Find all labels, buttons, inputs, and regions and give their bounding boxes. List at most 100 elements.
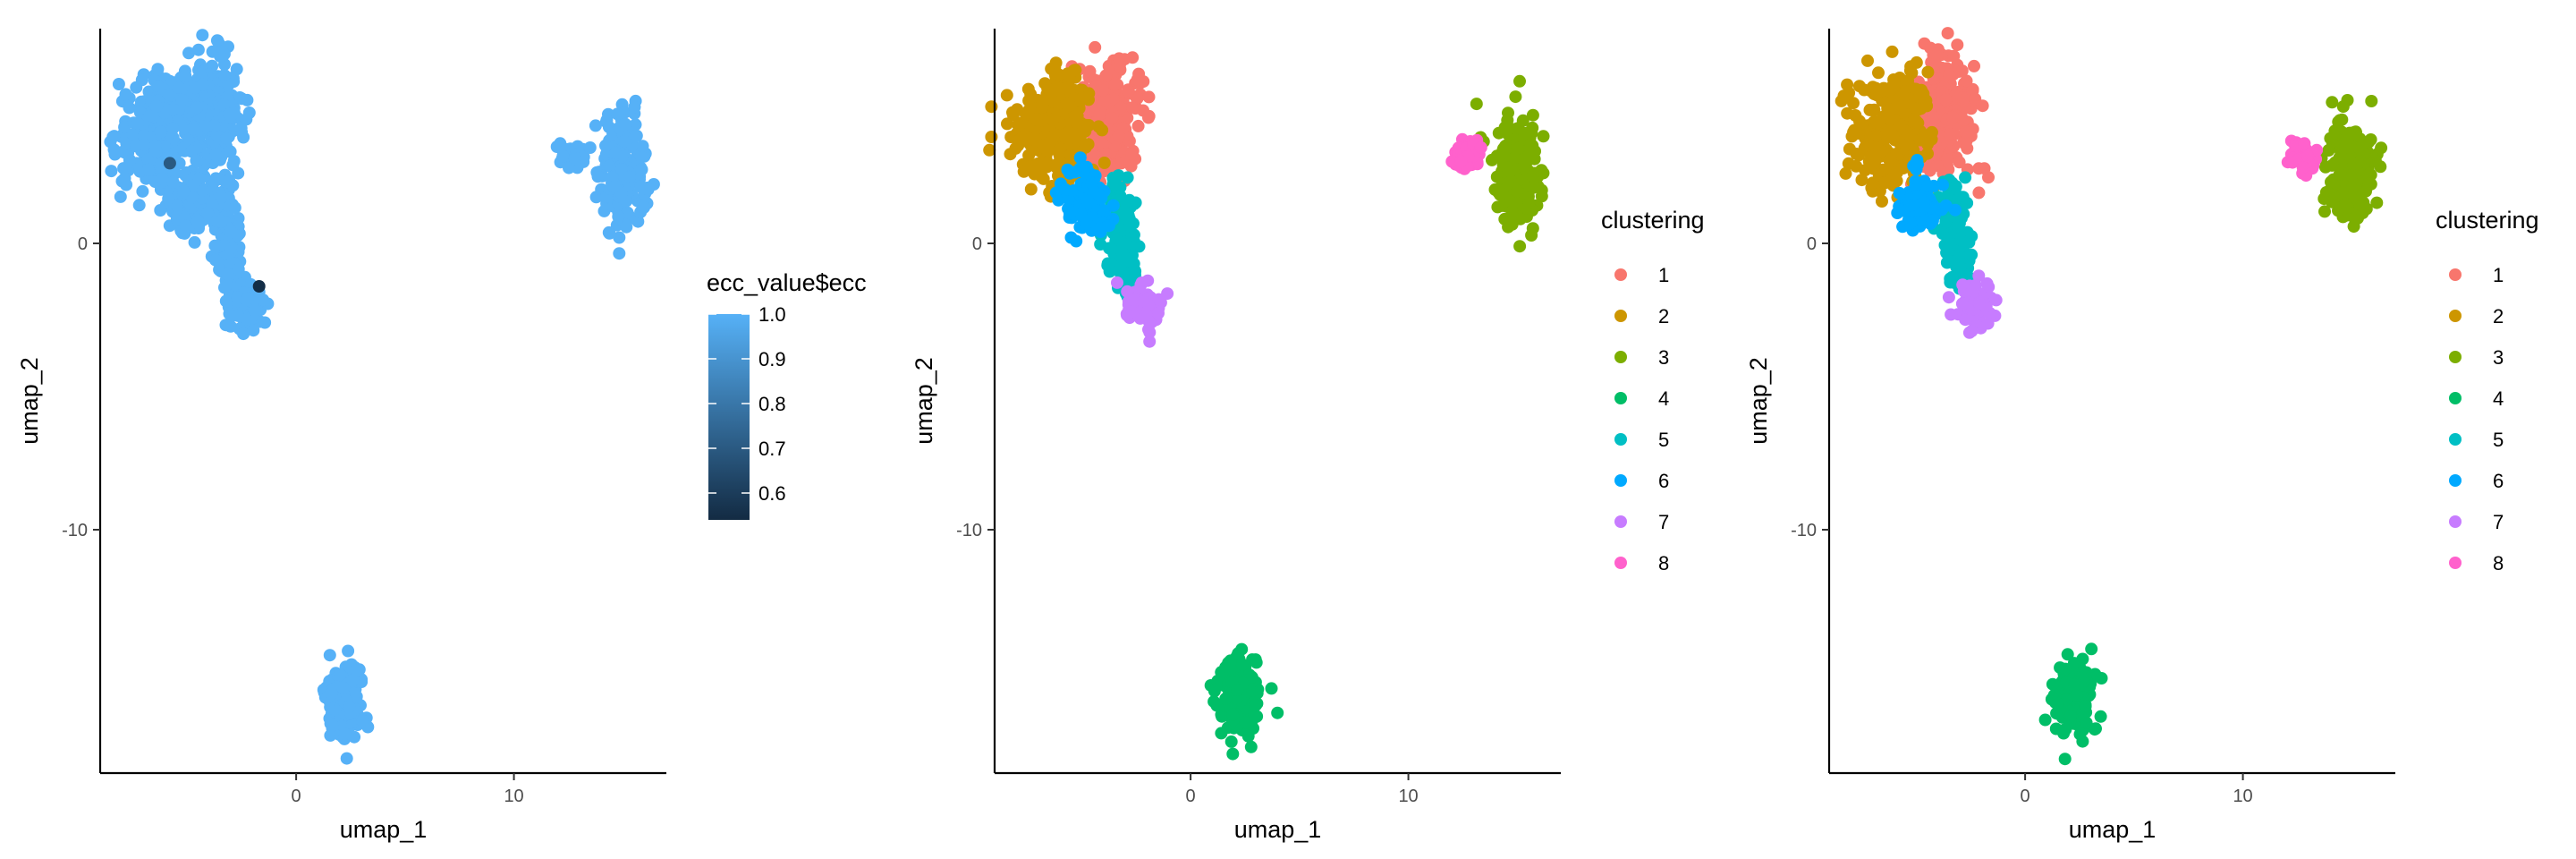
legend-label-1: 1 xyxy=(2493,264,2504,286)
point xyxy=(191,101,204,115)
point xyxy=(635,163,648,176)
point xyxy=(175,93,189,106)
point-cluster-2 xyxy=(1039,143,1053,157)
point xyxy=(248,303,261,317)
legend: clustering 1 2 3 4 5 6 7 8 xyxy=(2436,207,2539,574)
panel-2: 0 10 0 -10 umap_1 umap_2 clustering 1 2 3 4 5 6 7 8 xyxy=(911,29,1705,843)
point-cluster-3 xyxy=(1496,186,1510,200)
point-cluster-4 xyxy=(1226,708,1240,721)
point-highlight xyxy=(163,157,176,170)
point-cluster-3 xyxy=(1503,122,1516,135)
x-tick-label: 10 xyxy=(504,787,523,806)
point xyxy=(635,149,648,163)
point-highlight xyxy=(252,280,266,293)
point-cluster-1 xyxy=(1112,129,1125,142)
legend-key-4 xyxy=(2449,392,2462,404)
point-cloud xyxy=(983,40,1550,761)
point-cluster-7 xyxy=(1972,296,1986,310)
point xyxy=(613,247,626,260)
point-cluster-3 xyxy=(2360,184,2372,198)
point-cluster-4 xyxy=(1245,670,1258,684)
point-cluster-3 xyxy=(1525,229,1538,242)
legend-key-5 xyxy=(2449,433,2462,446)
point-cluster-2 xyxy=(1060,81,1073,95)
point-cluster-7 xyxy=(1143,326,1157,339)
point xyxy=(623,170,637,183)
point-cluster-3 xyxy=(2353,155,2367,168)
point-cluster-7 xyxy=(1972,269,1986,283)
point xyxy=(148,139,162,152)
point xyxy=(112,78,125,90)
point-cluster-2 xyxy=(1839,166,1852,180)
point-cluster-3 xyxy=(2375,141,2388,155)
point-cluster-1 xyxy=(1968,59,1980,72)
point xyxy=(228,201,242,215)
legend-label-7: 7 xyxy=(1658,511,1669,533)
point-cluster-1 xyxy=(1097,83,1110,97)
x-tick-label: 10 xyxy=(1398,787,1418,806)
point xyxy=(130,81,143,94)
point-cluster-5 xyxy=(1949,180,1962,193)
point-cluster-2 xyxy=(1852,126,1866,140)
legend-key-7 xyxy=(2449,515,2462,528)
point xyxy=(156,172,169,185)
point xyxy=(171,199,183,212)
point xyxy=(348,730,361,744)
point xyxy=(118,121,131,134)
point xyxy=(599,139,612,152)
point-cluster-4 xyxy=(2070,688,2083,702)
point xyxy=(602,107,614,121)
point-cluster-2 xyxy=(1014,116,1028,130)
point xyxy=(105,165,118,178)
point xyxy=(220,132,233,145)
point-cluster-4 xyxy=(2095,672,2108,685)
point-cluster-3 xyxy=(2326,158,2339,172)
point-cluster-7 xyxy=(1142,298,1156,311)
legend-key-3 xyxy=(1614,351,1627,363)
point xyxy=(201,206,215,219)
point xyxy=(637,200,650,214)
point-cluster-2 xyxy=(1866,104,1879,117)
point-cluster-4 xyxy=(1208,695,1221,709)
x-tick-label: 0 xyxy=(1186,787,1196,806)
point xyxy=(615,163,628,176)
point-cluster-1 xyxy=(1113,59,1126,72)
point-cluster-4 xyxy=(2067,657,2080,670)
legend-key-6 xyxy=(1614,474,1627,487)
point-cluster-6 xyxy=(1926,214,1939,227)
point-cluster-2 xyxy=(1921,147,1934,160)
point-cluster-1 xyxy=(1137,104,1149,117)
point xyxy=(196,29,209,42)
point-cluster-1 xyxy=(1125,101,1139,115)
point xyxy=(636,140,649,153)
point xyxy=(136,184,149,198)
point-cluster-2 xyxy=(1899,89,1912,102)
point-cluster-3 xyxy=(1526,169,1539,183)
point-cluster-4 xyxy=(1232,647,1245,660)
y-tick-label: 0 xyxy=(1807,234,1817,254)
point-cluster-4 xyxy=(2057,727,2071,740)
point xyxy=(185,145,199,158)
point-cluster-6 xyxy=(1893,186,1906,200)
colorbar-tick-label: 1.0 xyxy=(758,303,786,326)
point-cluster-2 xyxy=(1866,176,1879,190)
point xyxy=(163,88,176,101)
point-cluster-5 xyxy=(1954,261,1967,275)
point-cluster-6 xyxy=(1103,219,1115,233)
point xyxy=(241,93,254,106)
y-tick-label: -10 xyxy=(956,521,982,540)
point-cluster-2 xyxy=(1843,142,1856,156)
point-cluster-1 xyxy=(1972,186,1986,200)
point xyxy=(613,231,626,244)
point-cluster-2 xyxy=(1082,119,1096,132)
point-cluster-2 xyxy=(1841,106,1854,120)
point xyxy=(115,174,129,188)
point-cluster-1 xyxy=(1978,162,1991,175)
point-cluster-3 xyxy=(2345,169,2359,183)
point-cluster-3 xyxy=(2345,140,2359,153)
point-cluster-1 xyxy=(1108,78,1122,91)
point-cluster-2 xyxy=(1911,103,1924,116)
point xyxy=(151,63,165,76)
point xyxy=(338,727,352,741)
x-tick-label: 0 xyxy=(292,787,301,806)
